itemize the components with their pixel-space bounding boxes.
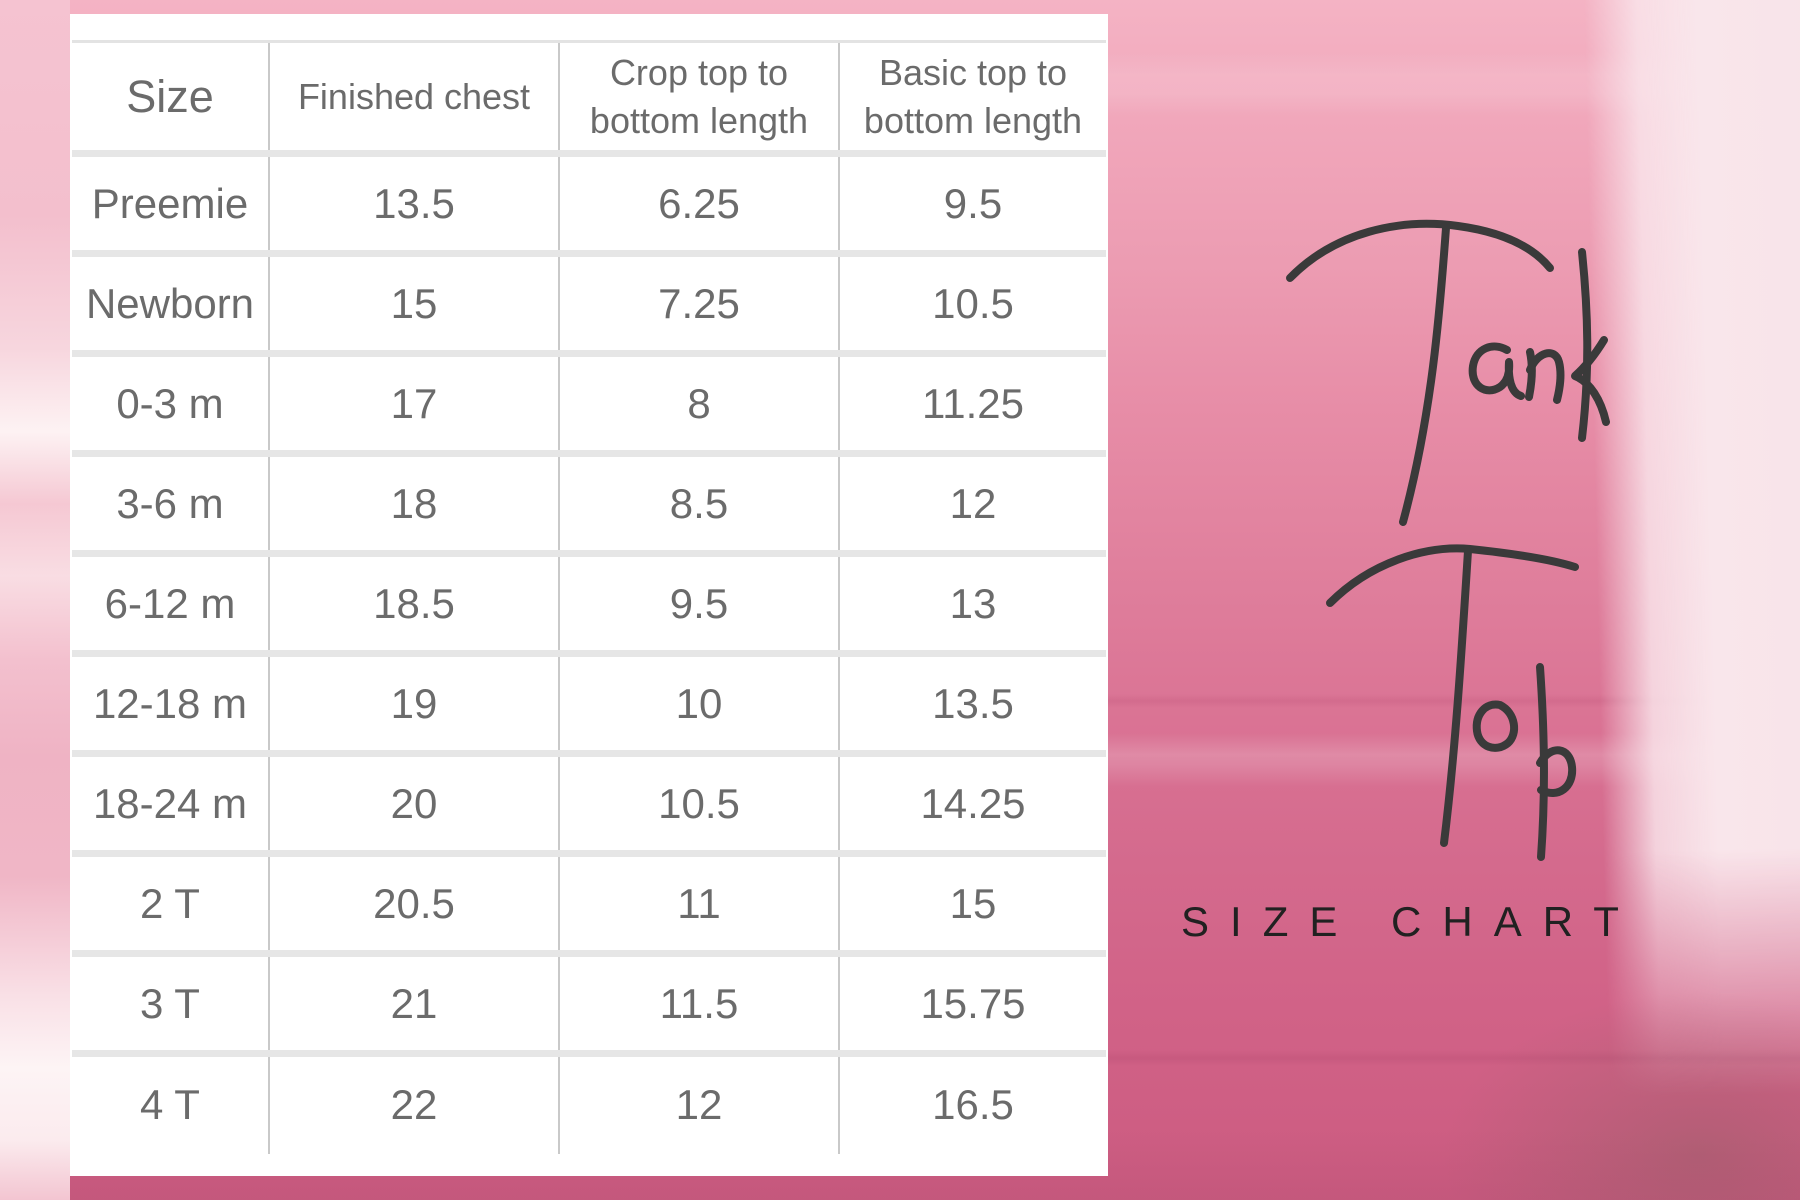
measurement-cell: 10.5: [838, 250, 1106, 354]
measurement-cell: 18.5: [268, 550, 559, 654]
measurement-cell: 16.5: [838, 1050, 1106, 1154]
measurement-cell: 13.5: [838, 650, 1106, 754]
measurement-cell: 12: [838, 450, 1106, 554]
header-size: Size: [72, 40, 269, 154]
size-chart-subtitle: SIZE CHART: [1181, 898, 1640, 945]
measurement-cell: 13.5: [268, 150, 559, 254]
size-cell: 18-24 m: [72, 750, 269, 854]
table-row: Preemie 13.5 6.25 9.5: [72, 150, 1106, 254]
table-row: Newborn 15 7.25 10.5: [72, 250, 1106, 354]
header-crop-top-length: Crop top to bottom length: [558, 40, 839, 154]
measurement-cell: 15: [268, 250, 559, 354]
size-cell: 3-6 m: [72, 450, 269, 554]
size-cell: 2 T: [72, 850, 269, 954]
measurement-cell: 12: [558, 1050, 839, 1154]
measurement-cell: 17: [268, 350, 559, 454]
table-row: 6-12 m 18.5 9.5 13: [72, 550, 1106, 654]
size-cell: Preemie: [72, 150, 269, 254]
table-row: 18-24 m 20 10.5 14.25: [72, 750, 1106, 854]
measurement-cell: 20.5: [268, 850, 559, 954]
title-word-tank: [1260, 190, 1620, 530]
table-row: 2 T 20.5 11 15: [72, 850, 1106, 954]
measurement-cell: 15: [838, 850, 1106, 954]
measurement-cell: 18: [268, 450, 559, 554]
measurement-cell: 11.25: [838, 350, 1106, 454]
size-chart-panel: Size Finished chest Crop top to bottom l…: [70, 14, 1108, 1176]
size-table: Size Finished chest Crop top to bottom l…: [72, 40, 1106, 1154]
top-script-lettering: [1326, 544, 1579, 861]
title-word-top: [1250, 525, 1610, 885]
table-row: 4 T 22 12 16.5: [72, 1050, 1106, 1154]
measurement-cell: 9.5: [558, 550, 839, 654]
measurement-cell: 8.5: [558, 450, 839, 554]
measurement-cell: 7.25: [558, 250, 839, 354]
header-finished-chest: Finished chest: [268, 40, 559, 154]
table-row: 0-3 m 17 8 11.25: [72, 350, 1106, 454]
measurement-cell: 20: [268, 750, 559, 854]
watercolor-smudge: [1440, 990, 1800, 1200]
measurement-cell: 11.5: [558, 950, 839, 1054]
measurement-cell: 22: [268, 1050, 559, 1154]
measurement-cell: 10.5: [558, 750, 839, 854]
table-header-row: Size Finished chest Crop top to bottom l…: [72, 40, 1106, 154]
measurement-cell: 6.25: [558, 150, 839, 254]
measurement-cell: 8: [558, 350, 839, 454]
measurement-cell: 11: [558, 850, 839, 954]
measurement-cell: 19: [268, 650, 559, 754]
tank-script-lettering: [1286, 219, 1610, 526]
size-cell: 6-12 m: [72, 550, 269, 654]
table-row: 3 T 21 11.5 15.75: [72, 950, 1106, 1054]
header-basic-top-length: Basic top to bottom length: [838, 40, 1106, 154]
watercolor-light-edge-left: [0, 0, 70, 1200]
table-row: 3-6 m 18 8.5 12: [72, 450, 1106, 554]
size-cell: 0-3 m: [72, 350, 269, 454]
size-cell: 4 T: [72, 1050, 269, 1154]
measurement-cell: 21: [268, 950, 559, 1054]
size-cell: 12-18 m: [72, 650, 269, 754]
measurement-cell: 9.5: [838, 150, 1106, 254]
measurement-cell: 14.25: [838, 750, 1106, 854]
table-body: Preemie 13.5 6.25 9.5 Newborn 15 7.25 10.5 0-3 m…: [72, 150, 1106, 1154]
measurement-cell: 10: [558, 650, 839, 754]
size-cell: Newborn: [72, 250, 269, 354]
table-row: 12-18 m 19 10 13.5: [72, 650, 1106, 754]
measurement-cell: 13: [838, 550, 1106, 654]
measurement-cell: 15.75: [838, 950, 1106, 1054]
size-cell: 3 T: [72, 950, 269, 1054]
